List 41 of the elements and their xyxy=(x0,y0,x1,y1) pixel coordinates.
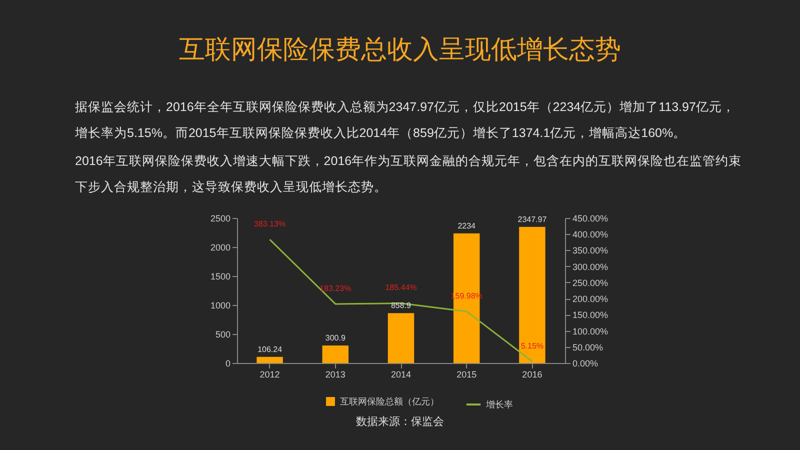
y2-tick-label: 300.00% xyxy=(572,262,608,272)
data-label: 2234 xyxy=(458,221,476,230)
bar xyxy=(256,356,283,363)
bar xyxy=(519,226,546,363)
x-tick-label: 2012 xyxy=(260,370,280,380)
y2-tick-label: 100.00% xyxy=(572,326,608,336)
y2-tick-label: 0.00% xyxy=(572,358,598,368)
y-tick-label: 0 xyxy=(225,358,230,368)
x-tick-label: 2015 xyxy=(456,370,477,380)
y-tick-label: 1000 xyxy=(210,300,230,310)
y-tick-label: 500 xyxy=(215,330,230,340)
y2-tick-label: 400.00% xyxy=(572,230,608,240)
y2-tick-label: 150.00% xyxy=(572,310,608,320)
data-label: 185.44% xyxy=(385,283,417,292)
y-tick-label: 1500 xyxy=(210,272,230,282)
bar xyxy=(388,313,414,363)
y2-tick-label: 450.00% xyxy=(572,214,608,224)
x-tick-label: 2016 xyxy=(522,370,542,380)
text: 据保监会统计，2016年全年互联网保险保费收入总额为2347.97亿元，仅比2015年（2234亿元）增加了113.97亿元，增长率为5.15%。而2015年互联网保险保费收入比2014年（859亿元）增长了1374.1亿元，增幅高达160%。 xyxy=(74,100,735,140)
legend-label: 互联网保险总额（亿元） xyxy=(340,396,439,406)
bar xyxy=(322,346,349,363)
data-label: 2347.97 xyxy=(518,214,548,224)
chart-title: 互联网保险保费总收入呈现低增长态势 xyxy=(179,34,621,64)
y2-tick-label: 50.00% xyxy=(572,342,604,352)
legend-label: 增长率 xyxy=(485,400,513,410)
y2-tick-label: 200.00% xyxy=(572,294,608,304)
data-label: 106.24 xyxy=(258,344,283,354)
bar xyxy=(453,233,480,363)
text: 2016年互联网保险保费收入增速大幅下跌，2016年作为互联网金融的合规元年，包含在内的互联网保险也在监管约束下步入合规整治期，这导致保费收入呈现低增长态势。 xyxy=(75,154,742,194)
data-label: 858.9 xyxy=(390,301,412,310)
y-tick-label: 2500 xyxy=(210,214,230,224)
x-tick-label: 2013 xyxy=(325,370,346,380)
data-label: 183.23% xyxy=(320,284,352,293)
x-tick-label: 2014 xyxy=(390,370,412,380)
data-label: 300.9 xyxy=(325,334,346,343)
y2-tick-label: 250.00% xyxy=(572,278,608,288)
data-label: 5.15% xyxy=(520,341,544,350)
data-label: 383.13% xyxy=(254,220,286,229)
y-tick-label: 2000 xyxy=(210,242,230,252)
y2-tick-label: 350.00% xyxy=(572,246,608,256)
source-note: 数据来源：保监会 xyxy=(356,415,444,428)
